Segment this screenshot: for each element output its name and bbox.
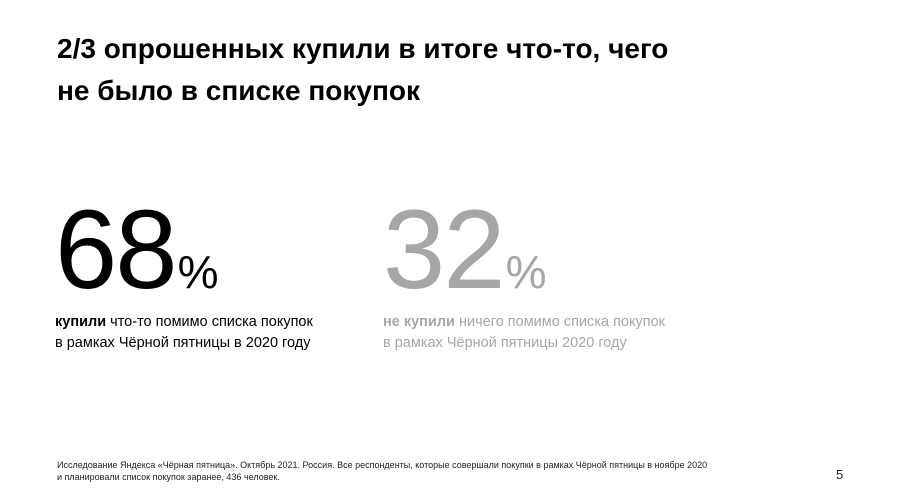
caption-bold: не купили <box>383 314 455 330</box>
stat-number-row: 32% <box>383 188 665 312</box>
title-line-1: 2/3 опрошенных купили в итоге что-то, че… <box>57 33 669 64</box>
footnote-line-2: и планировали список покупок заранее, 43… <box>57 472 280 482</box>
caption-line-2: в рамках Чёрной пятницы 2020 году <box>383 335 627 351</box>
stat-unit: % <box>505 246 547 298</box>
footnote: Исследование Яндекса «Чёрная пятница». О… <box>57 459 707 483</box>
caption-bold: купили <box>55 314 107 330</box>
stat-unit: % <box>177 246 219 298</box>
stat-value: 32 <box>383 187 506 312</box>
caption-line-2: в рамках Чёрной пятницы в 2020 году <box>55 335 311 351</box>
page-number: 5 <box>836 467 844 482</box>
caption-rest: что-то помимо списка покупок <box>106 314 313 330</box>
caption-rest: ничего помимо списка покупок <box>454 314 665 330</box>
footnote-line-1: Исследование Яндекса «Чёрная пятница». О… <box>57 460 708 470</box>
stat-caption: купили что-то помимо списка покупок в ра… <box>55 312 313 354</box>
stat-not-bought: 32% не купили ничего помимо списка покуп… <box>383 188 665 354</box>
stat-value: 68 <box>55 187 178 312</box>
slide-title: 2/3 опрошенных купили в итоге что-то, че… <box>57 28 857 112</box>
stat-number-row: 68% <box>55 188 313 312</box>
stat-caption: не купили ничего помимо списка покупок в… <box>383 312 665 354</box>
stat-bought: 68% купили что-то помимо списка покупок … <box>55 188 313 354</box>
title-line-2: не было в списке покупок <box>57 75 421 106</box>
